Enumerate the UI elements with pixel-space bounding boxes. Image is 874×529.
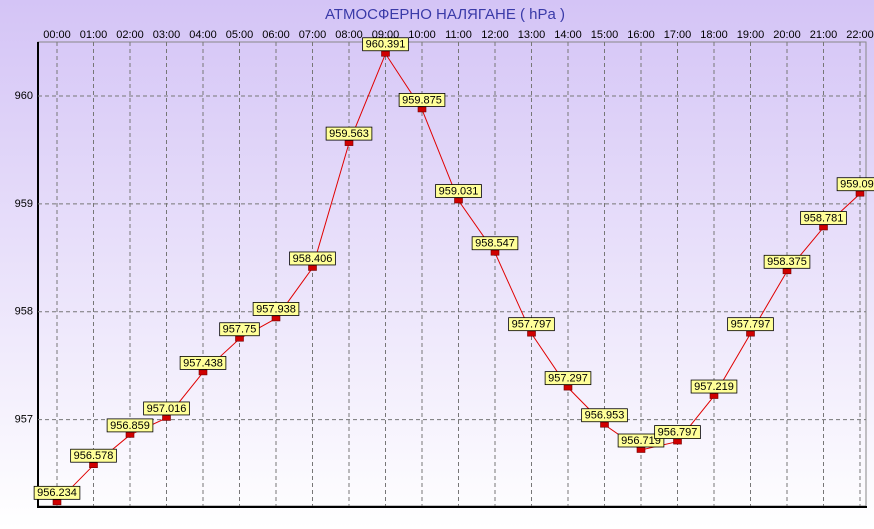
x-tick-label: 04:00 xyxy=(189,29,217,41)
value-label-box xyxy=(362,37,409,52)
point-marker xyxy=(235,335,244,342)
x-tick-label: 00:00 xyxy=(43,29,71,41)
value-label: 957.75 xyxy=(223,324,257,336)
point-marker xyxy=(746,330,755,337)
chart-title: АТМОСФЕРНО НАЛЯГАНЕ ( hPa ) xyxy=(325,6,565,23)
y-tick-label: 959 xyxy=(15,198,33,210)
value-label: 956.953 xyxy=(585,410,625,422)
x-tick-label: 06:00 xyxy=(262,29,290,41)
point-marker xyxy=(673,438,682,445)
value-label-box xyxy=(763,254,811,269)
value-label: 959.094 xyxy=(840,179,874,191)
value-label: 959.875 xyxy=(402,94,442,106)
value-label: 957.797 xyxy=(512,319,552,331)
value-label-box xyxy=(800,211,847,225)
value-label-box xyxy=(435,184,482,198)
value-label-box xyxy=(33,485,81,500)
point-marker xyxy=(636,447,646,453)
value-label: 958.406 xyxy=(293,253,333,265)
value-label: 960.391 xyxy=(366,39,406,51)
value-label-box xyxy=(106,418,154,433)
point-marker xyxy=(819,224,828,231)
point-marker xyxy=(381,50,390,57)
point-marker xyxy=(89,462,98,469)
x-tick-label: 16:00 xyxy=(627,29,655,41)
x-tick-label: 07:00 xyxy=(299,29,327,41)
x-tick-label: 22:00 xyxy=(846,29,874,41)
value-label: 957.219 xyxy=(694,381,734,393)
x-tick-label: 02:00 xyxy=(116,29,144,41)
value-label-box xyxy=(70,448,117,463)
x-tick-label: 08:00 xyxy=(335,29,363,41)
value-label: 958.547 xyxy=(475,238,515,250)
value-label: 959.031 xyxy=(439,185,479,197)
x-tick-label: 13:00 xyxy=(518,29,546,41)
x-tick-label: 18:00 xyxy=(700,29,728,41)
value-label-box xyxy=(325,126,373,141)
point-marker xyxy=(271,315,281,322)
value-label-box xyxy=(252,302,300,316)
point-marker xyxy=(527,330,536,337)
y-tick-label: 957 xyxy=(15,414,33,426)
value-label: 957.797 xyxy=(731,319,771,331)
value-label-box xyxy=(690,379,738,394)
value-label: 957.297 xyxy=(548,373,588,385)
point-marker xyxy=(162,415,171,421)
point-marker xyxy=(490,249,500,256)
point-marker xyxy=(308,265,317,271)
value-label-box xyxy=(654,425,701,439)
x-tick-label: 05:00 xyxy=(226,29,254,41)
x-tick-label: 19:00 xyxy=(737,29,765,41)
point-marker xyxy=(198,369,208,376)
value-label-box xyxy=(836,177,874,192)
point-marker xyxy=(344,140,354,146)
point-marker xyxy=(563,384,573,391)
value-label: 956.797 xyxy=(658,426,698,438)
value-label-box xyxy=(179,356,227,370)
y-tick-label: 960 xyxy=(15,90,33,102)
value-label: 956.719 xyxy=(621,435,661,447)
y-tick-label: 958 xyxy=(15,306,33,318)
value-label: 956.234 xyxy=(37,487,77,499)
value-label: 956.859 xyxy=(110,420,150,432)
value-label-box xyxy=(727,317,774,332)
value-label-box xyxy=(289,251,336,266)
value-label-box xyxy=(219,322,260,337)
point-marker xyxy=(454,197,463,204)
value-label: 957.938 xyxy=(256,303,296,315)
x-tick-label: 21:00 xyxy=(810,29,838,41)
x-tick-label: 01:00 xyxy=(80,29,108,41)
x-tick-label: 12:00 xyxy=(481,29,509,41)
x-tick-label: 15:00 xyxy=(591,29,619,41)
value-label: 958.781 xyxy=(804,212,844,224)
x-tick-label: 17:00 xyxy=(664,29,692,41)
x-tick-label: 10:00 xyxy=(408,29,436,41)
x-tick-label: 20:00 xyxy=(773,29,801,41)
x-tick-label: 14:00 xyxy=(554,29,582,41)
point-marker xyxy=(125,432,135,438)
x-tick-label: 11:00 xyxy=(445,29,472,41)
value-label: 958.375 xyxy=(767,256,807,268)
value-label-box xyxy=(398,93,446,107)
point-marker xyxy=(417,106,427,113)
point-marker xyxy=(709,393,719,399)
value-label: 959.563 xyxy=(329,128,369,140)
point-marker xyxy=(52,499,62,506)
point-marker xyxy=(600,421,609,428)
x-tick-label: 03:00 xyxy=(153,29,181,41)
value-label-box xyxy=(581,408,628,423)
value-label: 957.016 xyxy=(147,403,187,415)
point-marker xyxy=(782,268,792,275)
value-label: 957.438 xyxy=(183,357,223,369)
value-label-box xyxy=(471,236,519,251)
point-marker xyxy=(855,190,865,197)
value-label-box xyxy=(143,401,190,416)
value-label-box xyxy=(544,371,592,386)
value-label: 956.578 xyxy=(74,450,114,462)
value-label-box xyxy=(617,433,665,448)
value-label-box xyxy=(508,317,555,332)
